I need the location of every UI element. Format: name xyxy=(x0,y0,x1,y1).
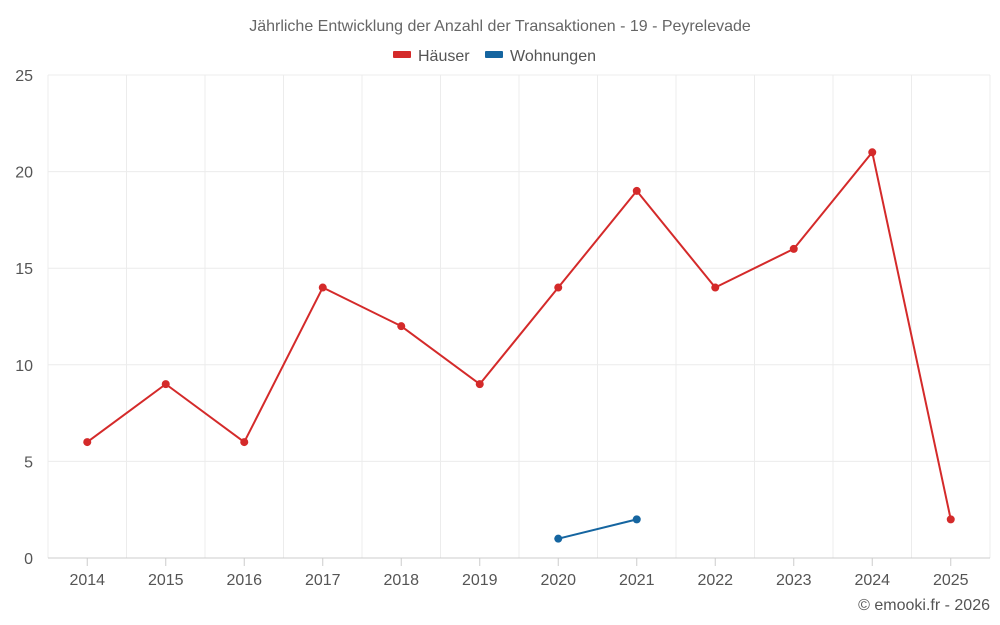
x-tick-label: 2017 xyxy=(305,572,341,589)
grid xyxy=(47,74,991,559)
legend-swatch-haeuser xyxy=(393,51,411,58)
data-point-haeuser[interactable] xyxy=(632,186,641,195)
chart-title: Jährliche Entwicklung der Anzahl der Tra… xyxy=(249,18,751,35)
x-tick-label: 2024 xyxy=(854,572,890,589)
x-tick-label: 2018 xyxy=(383,572,419,589)
x-tick-label: 2015 xyxy=(148,572,184,589)
data-point-haeuser[interactable] xyxy=(475,380,484,389)
y-tick-label: 0 xyxy=(24,551,33,568)
y-tick-label: 20 xyxy=(15,165,33,182)
data-point-haeuser[interactable] xyxy=(711,283,720,292)
data-point-haeuser[interactable] xyxy=(554,283,563,292)
data-point-haeuser[interactable] xyxy=(240,438,249,447)
y-tick-label: 15 xyxy=(15,261,33,278)
x-tick-label: 2014 xyxy=(69,572,105,589)
legend-label-haeuser[interactable]: Häuser xyxy=(418,48,470,65)
x-tick-label: 2021 xyxy=(619,572,655,589)
data-point-wohnungen[interactable] xyxy=(632,515,641,524)
data-point-wohnungen[interactable] xyxy=(554,534,563,543)
legend-label-wohnungen[interactable]: Wohnungen xyxy=(510,48,596,65)
x-tick-label: 2023 xyxy=(776,572,812,589)
legend-swatch-wohnungen xyxy=(485,51,503,58)
x-tick-label: 2016 xyxy=(226,572,262,589)
y-tick-label: 5 xyxy=(24,454,33,471)
series-line-haeuser xyxy=(86,151,952,520)
data-point-haeuser[interactable] xyxy=(397,322,406,331)
data-point-haeuser[interactable] xyxy=(318,283,327,292)
y-tick-label: 25 xyxy=(15,68,33,85)
x-tick-label: 2020 xyxy=(540,572,576,589)
x-tick-label: 2022 xyxy=(697,572,733,589)
y-tick-label: 10 xyxy=(15,358,33,375)
x-tick-label: 2019 xyxy=(462,572,498,589)
legend: Häuser Wohnungen xyxy=(393,48,596,65)
y-axis: 0 5 10 15 20 25 xyxy=(15,68,33,568)
data-point-haeuser[interactable] xyxy=(789,244,798,253)
data-point-haeuser[interactable] xyxy=(83,438,92,447)
series-group xyxy=(83,148,955,543)
data-point-haeuser[interactable] xyxy=(868,148,877,157)
credit: © emooki.fr - 2026 xyxy=(858,597,990,614)
x-axis: 2014 2015 2016 2017 2018 2019 2020 2021 2022 2023… xyxy=(69,558,969,589)
series-line-wohnungen xyxy=(558,518,637,540)
x-tick-label: 2025 xyxy=(933,572,969,589)
data-point-haeuser[interactable] xyxy=(161,380,170,389)
data-point-haeuser[interactable] xyxy=(946,515,955,524)
